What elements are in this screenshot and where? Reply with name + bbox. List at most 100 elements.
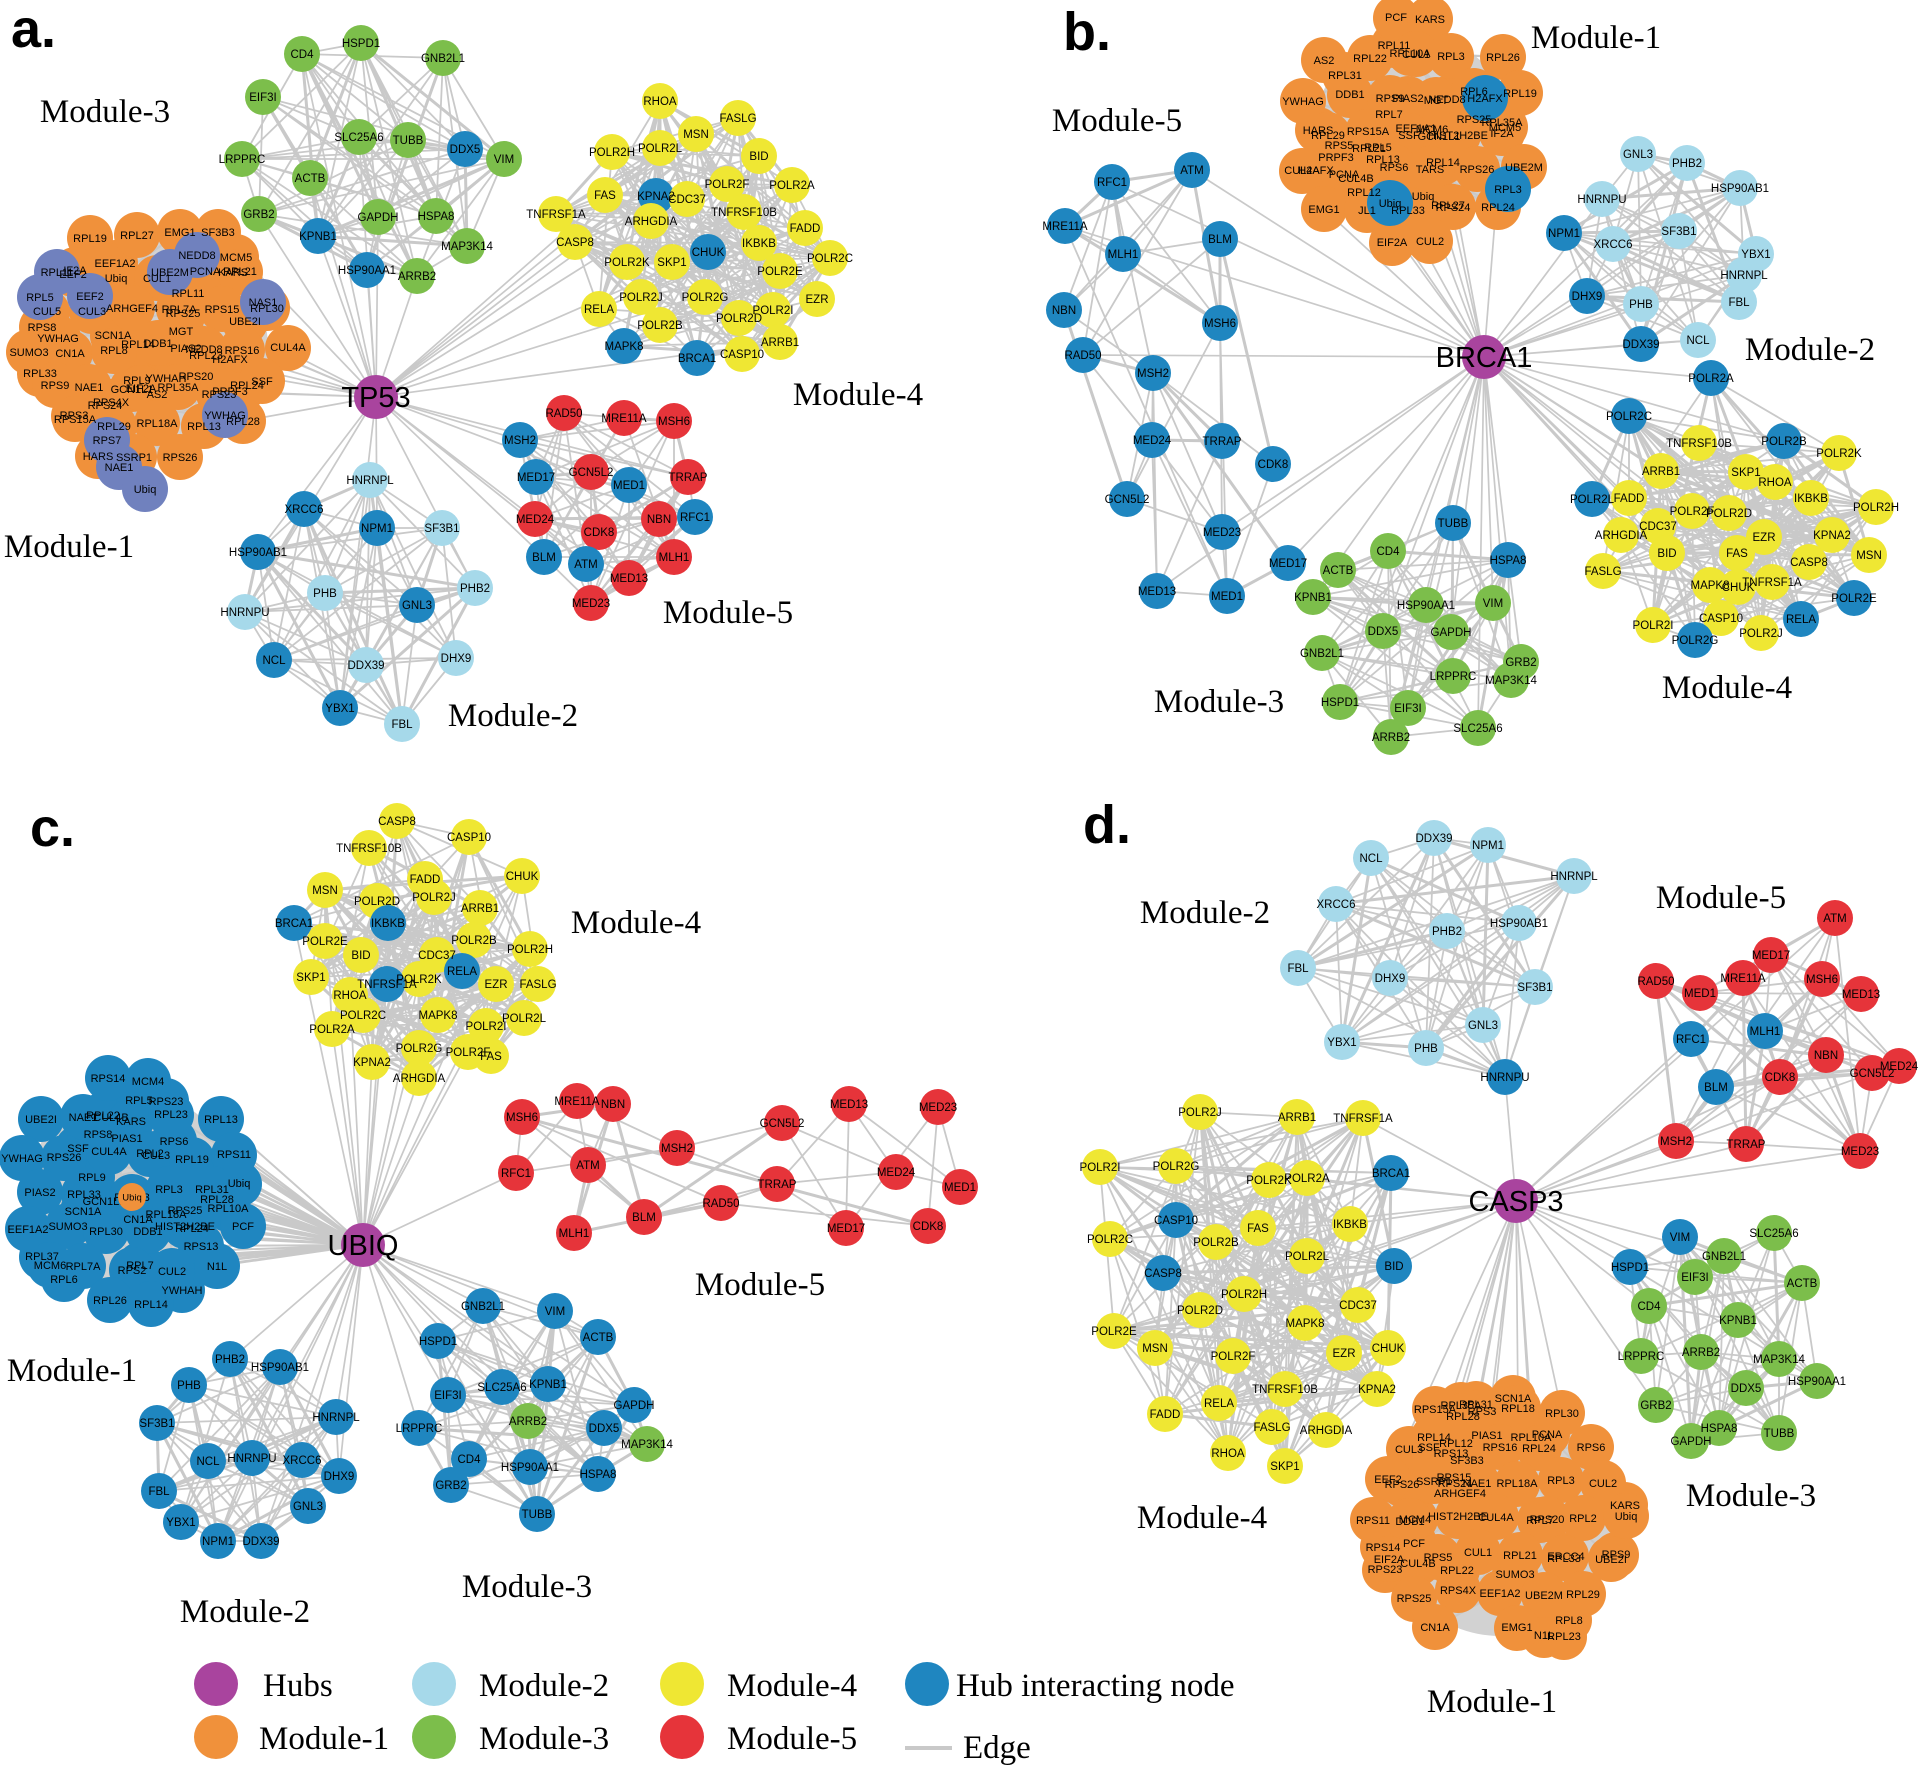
svg-text:SSF: SSF	[1398, 130, 1420, 142]
svg-text:RPL3: RPL3	[1494, 184, 1522, 196]
svg-text:ACTB: ACTB	[583, 1332, 614, 1344]
svg-text:ARHGDIA: ARHGDIA	[1595, 530, 1648, 542]
svg-text:CUL3: CUL3	[1395, 1444, 1423, 1456]
svg-text:UBE2I: UBE2I	[1595, 1554, 1627, 1566]
svg-text:RPL23: RPL23	[189, 350, 223, 362]
svg-text:POLR2I: POLR2I	[1633, 620, 1674, 632]
svg-text:YWHAH: YWHAH	[146, 373, 187, 385]
svg-text:N1L: N1L	[1534, 1630, 1554, 1642]
svg-text:MAP3K14: MAP3K14	[1485, 675, 1537, 687]
svg-text:POLR2E: POLR2E	[302, 936, 348, 948]
svg-text:DDX39: DDX39	[1622, 339, 1659, 351]
svg-text:POLR2C: POLR2C	[340, 1010, 386, 1022]
svg-text:TNFRSF10B: TNFRSF10B	[336, 843, 402, 855]
svg-text:RPL22: RPL22	[1353, 53, 1387, 65]
svg-text:POLR2D: POLR2D	[1706, 508, 1752, 520]
svg-text:CDK8: CDK8	[584, 527, 615, 539]
svg-text:ARRB2: ARRB2	[398, 271, 436, 283]
svg-text:RPL3: RPL3	[155, 1184, 183, 1196]
svg-text:PHB2: PHB2	[1672, 158, 1702, 170]
svg-text:MAPK8: MAPK8	[605, 341, 644, 353]
svg-text:RPL30: RPL30	[1545, 1408, 1579, 1420]
svg-text:KPNB1: KPNB1	[1719, 1315, 1757, 1327]
svg-text:TNFRSF1A: TNFRSF1A	[357, 979, 417, 991]
svg-text:CHUK: CHUK	[1372, 1343, 1405, 1355]
svg-text:Ubiq: Ubiq	[1379, 198, 1402, 210]
svg-text:HSPD1: HSPD1	[1321, 697, 1359, 709]
svg-text:RPL3: RPL3	[1547, 1475, 1575, 1487]
svg-text:NAE1: NAE1	[1463, 1478, 1492, 1490]
svg-text:POLR2E: POLR2E	[757, 266, 803, 278]
svg-text:TNFRSF10B: TNFRSF10B	[1666, 438, 1732, 450]
svg-text:KPNB1: KPNB1	[529, 1379, 567, 1391]
svg-text:RPS3: RPS3	[1468, 1406, 1497, 1418]
svg-text:HNRNPU: HNRNPU	[227, 1453, 276, 1465]
svg-text:UBIQ: UBIQ	[328, 1230, 399, 1262]
svg-text:MSH6: MSH6	[658, 416, 690, 428]
svg-text:VIM: VIM	[494, 154, 514, 166]
svg-text:XRCC6: XRCC6	[1317, 899, 1356, 911]
svg-text:POLR2C: POLR2C	[1606, 411, 1652, 423]
svg-text:RPL24: RPL24	[1522, 1443, 1556, 1455]
svg-text:MED1: MED1	[1211, 591, 1243, 603]
svg-text:MED1: MED1	[944, 1182, 976, 1194]
svg-text:PCNA: PCNA	[1532, 1429, 1563, 1441]
svg-text:GNB2L1: GNB2L1	[461, 1301, 505, 1313]
svg-text:CUL4A: CUL4A	[1284, 165, 1320, 177]
svg-text:GRB2: GRB2	[243, 209, 274, 221]
svg-text:Module-2: Module-2	[1140, 895, 1270, 931]
svg-text:LRPPRC: LRPPRC	[1618, 1351, 1665, 1363]
svg-text:PHB: PHB	[1629, 299, 1653, 311]
svg-text:RPL37: RPL37	[25, 1251, 59, 1263]
svg-text:RPS16: RPS16	[1483, 1442, 1518, 1454]
svg-text:Module-1: Module-1	[259, 1721, 389, 1757]
svg-text:KPNA2: KPNA2	[353, 1057, 391, 1069]
svg-text:SF3B1: SF3B1	[424, 523, 459, 535]
svg-text:MCM5: MCM5	[1489, 122, 1521, 134]
svg-text:POLR2D: POLR2D	[716, 313, 762, 325]
svg-text:MLH1: MLH1	[559, 1228, 590, 1240]
svg-text:MGT: MGT	[1424, 95, 1449, 107]
svg-text:ARRB1: ARRB1	[1278, 1112, 1316, 1124]
svg-text:FBL: FBL	[1287, 963, 1309, 975]
svg-text:GAPDH: GAPDH	[1431, 627, 1472, 639]
svg-text:TNFRSF10B: TNFRSF10B	[1252, 1384, 1318, 1396]
svg-text:POLR2E: POLR2E	[1091, 1326, 1137, 1338]
svg-text:YWHAG: YWHAG	[204, 410, 246, 422]
svg-text:RPL10A: RPL10A	[1511, 1432, 1553, 1444]
svg-text:MCM5: MCM5	[220, 252, 252, 264]
svg-text:DDB1: DDB1	[1335, 89, 1364, 101]
svg-text:RELA: RELA	[584, 304, 614, 316]
svg-text:FADD: FADD	[1150, 1409, 1181, 1421]
svg-text:SF3B1: SF3B1	[1661, 226, 1696, 238]
svg-text:RPL28: RPL28	[226, 416, 260, 428]
svg-text:RPL7: RPL7	[1526, 1515, 1554, 1527]
svg-text:RPL18A: RPL18A	[1497, 1478, 1539, 1490]
svg-text:SKP1: SKP1	[1270, 1461, 1299, 1473]
svg-text:POLR2K: POLR2K	[396, 974, 442, 986]
svg-text:TNFRSF1A: TNFRSF1A	[1742, 577, 1802, 589]
svg-text:IF2A: IF2A	[1490, 128, 1514, 140]
svg-text:CUL5: CUL5	[33, 306, 61, 318]
svg-text:GCN1L1: GCN1L1	[83, 1196, 126, 1208]
svg-text:TUBB: TUBB	[1764, 1428, 1795, 1440]
svg-text:RPL9: RPL9	[123, 375, 151, 387]
svg-text:HIST2H2BE: HIST2H2BE	[1428, 1511, 1488, 1523]
svg-text:POLR2B: POLR2B	[637, 320, 683, 332]
svg-text:EMG1: EMG1	[164, 227, 195, 239]
svg-text:RPL14: RPL14	[1426, 157, 1460, 169]
svg-text:NEDD8: NEDD8	[178, 250, 215, 262]
svg-text:RPS13: RPS13	[1434, 1448, 1469, 1460]
svg-text:FAS: FAS	[1726, 548, 1748, 560]
svg-text:Module-3: Module-3	[479, 1721, 609, 1757]
svg-text:FASLG: FASLG	[519, 979, 556, 991]
svg-text:HNRNPL: HNRNPL	[1720, 270, 1768, 282]
svg-text:ACTB: ACTB	[1787, 1278, 1818, 1290]
svg-text:GNL3: GNL3	[1468, 1020, 1498, 1032]
svg-text:TRRAP: TRRAP	[669, 472, 708, 484]
svg-text:NBN: NBN	[601, 1099, 625, 1111]
svg-text:MCM4: MCM4	[1399, 1514, 1431, 1526]
svg-text:PRPF3: PRPF3	[1318, 152, 1353, 164]
svg-text:HSP90AA1: HSP90AA1	[338, 265, 396, 277]
svg-text:POLR2G: POLR2G	[682, 292, 729, 304]
